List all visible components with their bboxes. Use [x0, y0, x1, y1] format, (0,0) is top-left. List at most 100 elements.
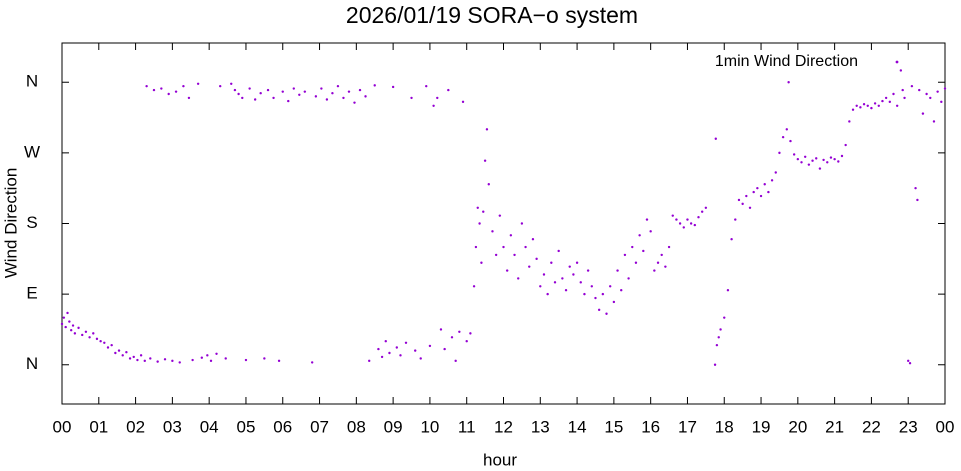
data-point	[914, 186, 917, 190]
data-point	[884, 96, 888, 100]
data-point	[513, 253, 516, 257]
data-point	[99, 340, 102, 343]
data-point	[331, 92, 334, 95]
data-point	[714, 137, 717, 140]
data-point	[605, 312, 608, 315]
data-point	[287, 99, 290, 103]
data-point	[132, 355, 135, 359]
data-point	[454, 359, 457, 363]
data-point	[200, 356, 204, 359]
data-point	[277, 359, 281, 363]
data-point	[121, 354, 124, 357]
data-point	[678, 222, 682, 225]
data-point	[373, 84, 376, 87]
x-tick-label: 02	[126, 417, 145, 436]
data-point	[855, 104, 858, 107]
data-point	[336, 84, 340, 88]
data-point	[837, 160, 840, 163]
data-point	[73, 332, 77, 335]
data-point	[310, 361, 314, 364]
data-point	[259, 92, 262, 95]
data-point	[689, 222, 693, 225]
data-point	[697, 216, 700, 219]
data-point	[114, 351, 117, 355]
data-point	[645, 218, 649, 221]
data-point	[224, 357, 227, 360]
data-point	[206, 354, 209, 357]
data-point	[829, 156, 833, 159]
data-point	[763, 183, 766, 186]
data-point	[656, 261, 660, 264]
data-point	[564, 289, 568, 292]
data-point	[399, 354, 402, 357]
data-point	[498, 214, 502, 217]
data-point	[660, 253, 663, 257]
data-point	[907, 359, 910, 363]
data-point	[303, 90, 307, 93]
data-point	[320, 87, 323, 90]
data-point	[77, 326, 80, 330]
data-point	[384, 340, 387, 343]
data-point	[520, 222, 524, 225]
data-point	[792, 153, 796, 156]
data-point	[877, 104, 880, 107]
data-point	[81, 333, 84, 337]
y-tick-label: N	[26, 354, 38, 373]
data-point	[767, 190, 770, 194]
data-point	[561, 277, 564, 280]
data-point	[461, 100, 465, 104]
data-point	[693, 223, 697, 227]
data-point	[509, 234, 513, 237]
data-point	[682, 226, 685, 229]
data-point	[815, 157, 818, 160]
data-point	[638, 234, 641, 237]
x-tick-label: 23	[899, 417, 918, 436]
data-point	[143, 359, 146, 363]
x-tick-label: 06	[273, 417, 292, 436]
data-point	[653, 269, 656, 272]
x-tick-label: 15	[604, 417, 623, 436]
data-point	[719, 328, 722, 331]
data-point	[182, 84, 185, 88]
data-point	[117, 349, 121, 352]
data-point	[266, 88, 270, 92]
data-point	[664, 265, 667, 268]
data-point	[807, 163, 811, 166]
chart-title: 2026/01/19 SORA−o system	[346, 2, 638, 28]
data-point	[734, 218, 737, 221]
data-point	[342, 96, 345, 100]
data-point	[380, 355, 384, 359]
data-point	[209, 359, 213, 363]
data-point	[482, 210, 485, 213]
data-point	[472, 285, 476, 288]
data-point	[92, 332, 95, 335]
data-point	[579, 281, 582, 284]
data-point	[325, 98, 329, 101]
data-point	[480, 261, 483, 264]
data-point	[713, 363, 717, 366]
data-point	[160, 87, 163, 90]
data-point	[620, 289, 623, 292]
data-point	[918, 88, 921, 92]
x-tick-label: 22	[862, 417, 881, 436]
x-tick-label: 20	[788, 417, 807, 436]
data-point	[237, 92, 240, 96]
data-point	[502, 245, 505, 249]
data-point	[314, 95, 318, 98]
x-tick-label: 08	[347, 417, 366, 436]
x-tick-label: 04	[200, 417, 219, 436]
data-point	[528, 265, 531, 268]
x-tick-label: 13	[531, 417, 550, 436]
data-point	[539, 285, 542, 288]
data-point	[60, 322, 64, 326]
data-point	[895, 104, 899, 107]
data-point	[219, 84, 222, 88]
data-point	[583, 292, 586, 296]
data-point	[517, 277, 520, 280]
data-point	[110, 343, 113, 347]
x-tick-label: 09	[384, 417, 403, 436]
data-point	[491, 230, 494, 233]
data-point	[785, 128, 788, 131]
data-point	[244, 358, 248, 362]
data-point	[145, 84, 148, 88]
